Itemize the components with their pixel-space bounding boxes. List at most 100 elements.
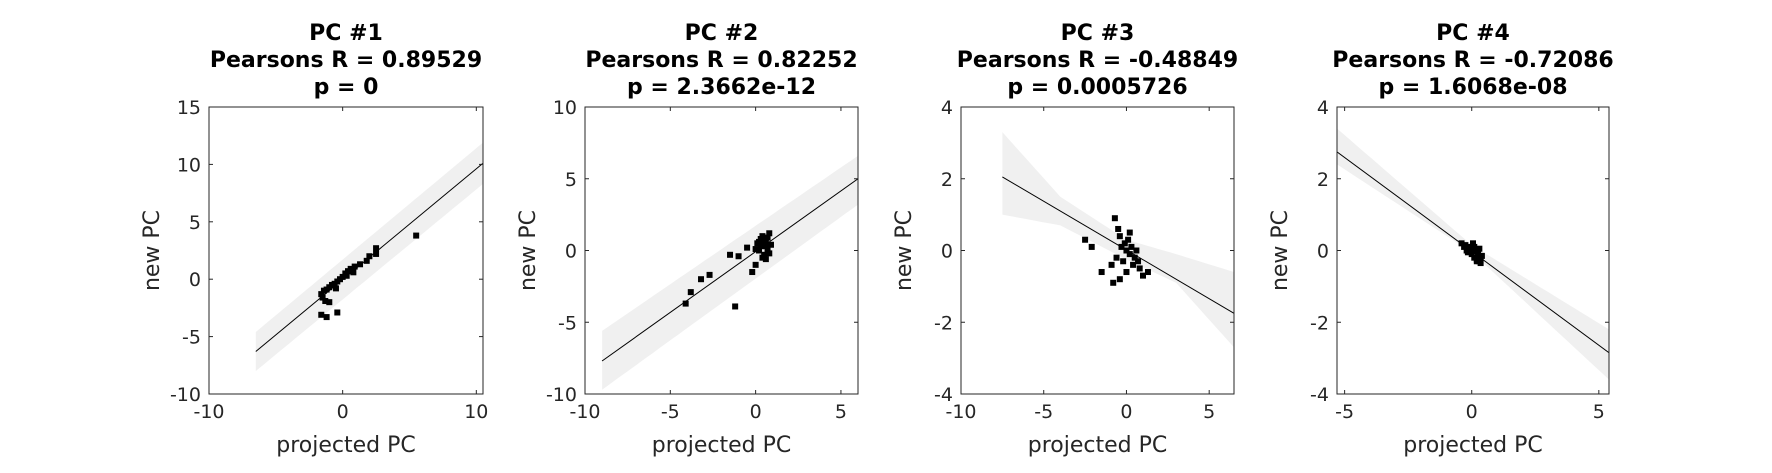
- data-point: [1116, 276, 1123, 283]
- fit-line: [1002, 176, 1234, 314]
- data-point: [766, 250, 773, 257]
- y-tick-label: -2: [1310, 312, 1329, 334]
- data-point: [339, 273, 346, 280]
- chart-title-line-1: PC #4: [1436, 21, 1510, 46]
- data-point: [727, 251, 734, 258]
- data-point: [373, 245, 380, 252]
- data-point: [1464, 249, 1471, 256]
- data-point: [1111, 215, 1118, 222]
- data-point: [1130, 261, 1137, 268]
- data-point: [744, 244, 751, 251]
- data-point: [1473, 256, 1480, 263]
- data-point: [759, 254, 766, 261]
- data-point: [757, 243, 764, 250]
- x-axis-label: projected PC: [276, 433, 415, 458]
- data-point: [319, 294, 326, 301]
- y-tick-label: 10: [177, 154, 201, 176]
- data-point: [323, 314, 330, 321]
- data-point: [1113, 254, 1120, 261]
- data-point: [373, 250, 380, 257]
- x-axis-label: projected PC: [652, 433, 791, 458]
- x-tick-label: -5: [661, 401, 680, 423]
- data-point: [1098, 269, 1105, 276]
- chart-title-line-2: Pearsons R = -0.72086: [1332, 48, 1613, 73]
- data-point: [749, 269, 756, 276]
- data-point: [363, 257, 370, 264]
- data-point: [752, 261, 759, 268]
- data-point: [343, 272, 350, 279]
- data-point: [1470, 240, 1476, 247]
- y-axis-label: new PC: [140, 210, 165, 291]
- data-point: [1468, 245, 1475, 252]
- data-point: [1120, 258, 1127, 265]
- data-point: [1468, 251, 1475, 258]
- data-point: [1125, 236, 1132, 243]
- data-point: [687, 289, 694, 296]
- chart-title-line-2: Pearsons R = -0.48849: [957, 48, 1238, 73]
- data-point: [1136, 265, 1143, 272]
- x-tick-label: 10: [464, 401, 488, 423]
- axes-background: [961, 107, 1234, 394]
- data-point: [1144, 269, 1151, 276]
- data-point: [1462, 242, 1469, 249]
- data-point: [1118, 243, 1125, 250]
- x-axis-label: projected PC: [1403, 433, 1542, 458]
- chart-title-line-1: PC #1: [309, 21, 383, 46]
- data-point: [350, 269, 357, 276]
- confidence-band: [1337, 128, 1609, 380]
- data-point: [1472, 247, 1479, 254]
- y-tick-label: 0: [941, 241, 953, 263]
- data-point: [1123, 269, 1130, 276]
- data-point: [326, 299, 333, 306]
- y-tick-label: 15: [177, 97, 201, 119]
- subplot-3: -10 -5 0 5 -4 -2 0 2 4 projected PC new PC PC #3Pea…: [892, 21, 1238, 458]
- confidence-band: [1002, 132, 1234, 348]
- x-tick-label: 5: [1203, 401, 1215, 423]
- data-point: [1121, 240, 1128, 247]
- axes-frame: [208, 106, 484, 395]
- x-tick-label: -10: [945, 401, 976, 423]
- y-tick-label: -4: [1310, 384, 1329, 406]
- data-point: [1123, 247, 1130, 254]
- data-point: [1108, 261, 1115, 268]
- y-tick-label: -4: [934, 384, 953, 406]
- data-point: [1140, 272, 1146, 279]
- y-tick-label: -10: [546, 384, 577, 406]
- data-point: [764, 234, 771, 241]
- data-point: [682, 300, 689, 307]
- chart-title-line-1: PC #3: [1061, 21, 1135, 46]
- data-point: [351, 263, 358, 270]
- data-point: [332, 285, 339, 292]
- data-point: [706, 271, 713, 278]
- y-tick-label: 0: [565, 241, 577, 263]
- data-point: [764, 246, 771, 253]
- data-point: [1126, 229, 1133, 236]
- x-tick-label: 0: [1120, 401, 1132, 423]
- data-point: [1476, 245, 1483, 252]
- y-tick-label: -5: [182, 327, 201, 349]
- data-point: [1126, 251, 1133, 258]
- subplot-4: -5 0 5 -4 -2 0 2 4 projected PC new PC PC #4Pearso…: [1268, 21, 1614, 458]
- data-point: [767, 241, 774, 248]
- x-tick-label: 5: [1593, 401, 1605, 423]
- y-axis-label: new PC: [1268, 210, 1293, 291]
- data-point: [334, 309, 341, 316]
- data-point: [732, 303, 739, 310]
- y-tick-label: 4: [941, 97, 953, 119]
- x-tick-label: 0: [337, 401, 349, 423]
- confidence-band: [602, 155, 858, 390]
- data-point: [752, 246, 759, 253]
- data-point: [1082, 236, 1089, 243]
- data-point: [762, 256, 769, 263]
- data-point: [1133, 247, 1140, 254]
- data-point: [756, 247, 763, 254]
- data-point: [1477, 260, 1484, 267]
- chart-title-line-3: p = 0: [314, 75, 379, 100]
- x-tick-label: 0: [1466, 401, 1478, 423]
- y-axis-label: new PC: [892, 210, 917, 291]
- chart-title-line-3: p = 2.3662e-12: [627, 75, 816, 100]
- data-point: [1088, 243, 1095, 250]
- x-axis-label: projected PC: [1028, 433, 1167, 458]
- x-tick-label: -10: [193, 401, 224, 423]
